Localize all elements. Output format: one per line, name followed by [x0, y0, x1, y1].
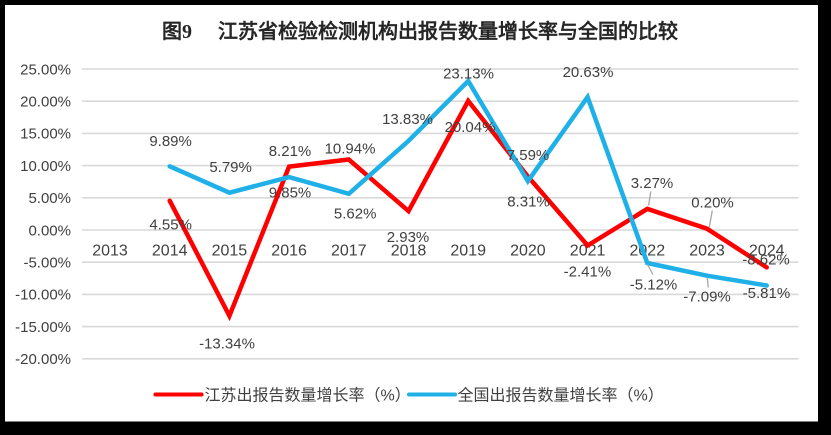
svg-text:0.00%: 0.00% [28, 222, 71, 239]
svg-text:2016: 2016 [271, 242, 307, 259]
svg-text:-2.41%: -2.41% [564, 263, 612, 280]
svg-text:25.00%: 25.00% [20, 61, 71, 78]
svg-text:-8.62%: -8.62% [742, 252, 790, 269]
svg-text:9.85%: 9.85% [269, 184, 312, 201]
svg-text:2.93%: 2.93% [387, 229, 430, 246]
svg-text:15.00%: 15.00% [20, 126, 71, 143]
svg-text:8.31%: 8.31% [507, 193, 550, 210]
svg-text:-20.00%: -20.00% [15, 351, 71, 368]
svg-text:2023: 2023 [689, 242, 725, 259]
svg-text:-5.00%: -5.00% [23, 255, 71, 272]
svg-text:2017: 2017 [331, 242, 367, 259]
svg-text:10.94%: 10.94% [325, 141, 376, 158]
svg-text:10.00%: 10.00% [20, 158, 71, 175]
svg-text:9.89%: 9.89% [149, 133, 192, 150]
svg-text:2021: 2021 [570, 242, 606, 259]
svg-text:2020: 2020 [510, 242, 546, 259]
svg-text:-7.09%: -7.09% [683, 288, 731, 305]
svg-text:2024: 2024 [749, 242, 785, 259]
svg-text:20.63%: 20.63% [563, 64, 614, 81]
svg-text:-10.00%: -10.00% [15, 287, 71, 304]
svg-text:7.59%: 7.59% [507, 147, 550, 164]
svg-text:2019: 2019 [450, 242, 486, 259]
svg-text:8.21%: 8.21% [269, 143, 312, 160]
svg-text:2018: 2018 [391, 242, 427, 259]
svg-text:3.27%: 3.27% [631, 175, 674, 192]
svg-text:5.79%: 5.79% [209, 159, 252, 176]
svg-text:2015: 2015 [212, 242, 248, 259]
svg-text:-5.81%: -5.81% [743, 285, 791, 302]
svg-text:5.00%: 5.00% [28, 190, 71, 207]
svg-text:全国出报告数量增长率（%）: 全国出报告数量增长率（%） [458, 386, 664, 404]
svg-text:2014: 2014 [152, 242, 188, 259]
svg-text:-13.34%: -13.34% [199, 335, 255, 352]
svg-text:20.04%: 20.04% [445, 119, 496, 136]
svg-text:江苏出报告数量增长率（%）: 江苏出报告数量增长率（%） [205, 386, 411, 404]
svg-text:5.62%: 5.62% [334, 205, 377, 222]
svg-text:23.13%: 23.13% [443, 65, 494, 82]
svg-text:-5.12%: -5.12% [630, 276, 678, 293]
svg-text:13.83%: 13.83% [382, 111, 433, 128]
svg-text:4.55%: 4.55% [149, 216, 192, 233]
svg-text:图9 江苏省检验检测机构出报告数量增长率与全国的比较: 图9 江苏省检验检测机构出报告数量增长率与全国的比较 [162, 19, 678, 43]
svg-text:-15.00%: -15.00% [15, 319, 71, 336]
svg-text:20.00%: 20.00% [20, 94, 71, 111]
svg-text:0.20%: 0.20% [691, 194, 734, 211]
svg-text:2022: 2022 [630, 242, 666, 259]
svg-text:2013: 2013 [92, 242, 128, 259]
